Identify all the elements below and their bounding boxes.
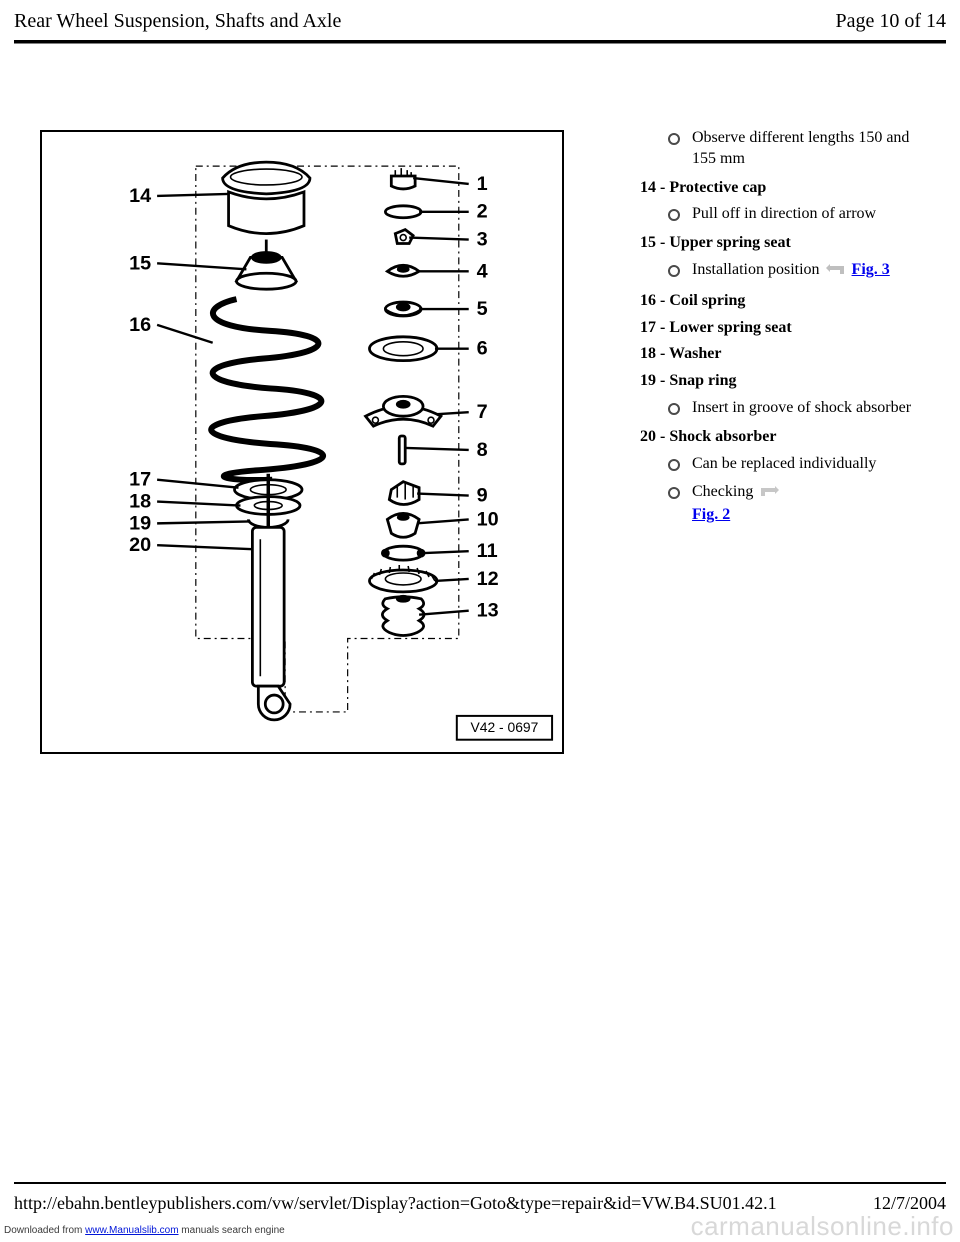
callout-item-14: 14 - Protective cap xyxy=(640,178,936,199)
header-title: Rear Wheel Suspension, Shafts and Axle xyxy=(14,10,341,33)
part-10-bushing xyxy=(387,513,419,537)
footer-url: http://ebahn.bentleypublishers.com/vw/se… xyxy=(14,1193,777,1214)
page-root: Rear Wheel Suspension, Shafts and Axle P… xyxy=(0,0,960,1242)
part-12-toothed-seat xyxy=(369,565,436,592)
label-15: 15 xyxy=(129,252,151,274)
label-2: 2 xyxy=(477,201,488,223)
callout-sub: Can be replaced individually xyxy=(640,454,936,475)
footer-rule xyxy=(14,1182,946,1184)
arrow-left-icon xyxy=(826,262,844,283)
callout-sub: Installation position Fig. 3 xyxy=(640,260,936,283)
label-20: 20 xyxy=(129,534,151,556)
label-9: 9 xyxy=(477,485,488,507)
diagram-svg: 1 2 3 4 5 6 7 8 9 10 11 12 13 14 15 16 xyxy=(42,132,562,752)
part-5-washer xyxy=(385,302,421,316)
callout-item-15: 15 - Upper spring seat xyxy=(640,233,936,254)
arrow-right-icon xyxy=(761,484,779,505)
label-4: 4 xyxy=(477,260,488,282)
callout-sub: Pull off in direction of arrow xyxy=(640,204,936,225)
callout-column: Observe different lengths 150 and 155 mm… xyxy=(640,125,936,534)
fig-2-link[interactable]: Fig. 2 xyxy=(692,506,730,523)
labels-left: 14 15 16 17 18 19 20 xyxy=(129,185,252,556)
diagram-id-label: V42 - 0697 xyxy=(470,719,538,735)
callout-sub: Checking Fig. 2 xyxy=(640,482,936,526)
label-1: 1 xyxy=(477,173,488,195)
part-4-dished-washer xyxy=(387,265,419,276)
part-14-protective-cap xyxy=(223,162,310,233)
callout-item-16: 16 - Coil spring xyxy=(640,291,936,312)
part-7-mount xyxy=(366,396,441,426)
footer-date: 12/7/2004 xyxy=(873,1193,946,1214)
part-6-large-ring xyxy=(369,337,436,361)
manualslib-link[interactable]: www.Manualslib.com xyxy=(85,1225,178,1236)
callout-item-19: 19 - Snap ring xyxy=(640,371,936,392)
label-19: 19 xyxy=(129,512,151,534)
label-17: 17 xyxy=(129,469,151,491)
label-3: 3 xyxy=(477,229,488,251)
callout-list: Observe different lengths 150 and 155 mm… xyxy=(640,128,936,526)
watermark-text: carmanualsonline.info xyxy=(691,1211,954,1242)
label-11: 11 xyxy=(477,540,498,562)
label-8: 8 xyxy=(477,439,488,461)
part-15-upper-spring-seat xyxy=(237,240,297,290)
callout-sub: Insert in groove of shock absorber xyxy=(640,398,936,419)
callout-sub: Observe different lengths 150 and 155 mm xyxy=(640,128,936,170)
callout-item-20: 20 - Shock absorber xyxy=(640,427,936,448)
label-7: 7 xyxy=(477,401,488,423)
part-1-cap xyxy=(391,168,415,189)
header-rule xyxy=(14,40,946,44)
fig-3-link[interactable]: Fig. 3 xyxy=(852,261,890,278)
label-12: 12 xyxy=(477,568,499,590)
callout-item-17: 17 - Lower spring seat xyxy=(640,318,936,339)
suspension-exploded-diagram: 1 2 3 4 5 6 7 8 9 10 11 12 13 14 15 16 xyxy=(40,130,564,754)
label-13: 13 xyxy=(477,600,499,622)
callout-item-18: 18 - Washer xyxy=(640,344,936,365)
part-16-coil-spring xyxy=(211,299,323,480)
label-18: 18 xyxy=(129,490,151,512)
label-10: 10 xyxy=(477,508,499,530)
header-bar: Rear Wheel Suspension, Shafts and Axle P… xyxy=(14,10,946,40)
header-page-indicator: Page 10 of 14 xyxy=(835,10,946,33)
download-source-line: Downloaded from www.Manualslib.com manua… xyxy=(4,1225,285,1236)
label-16: 16 xyxy=(129,314,151,336)
part-11-snapring xyxy=(382,546,424,560)
label-6: 6 xyxy=(477,338,488,360)
part-8-pin xyxy=(399,436,405,464)
part-9-nut2 xyxy=(389,482,419,505)
part-2-o-ring xyxy=(385,206,421,218)
label-14: 14 xyxy=(129,185,151,207)
part-13-bump-stop xyxy=(382,596,424,635)
label-5: 5 xyxy=(477,298,488,320)
footer-bar: http://ebahn.bentleypublishers.com/vw/se… xyxy=(14,1190,946,1214)
